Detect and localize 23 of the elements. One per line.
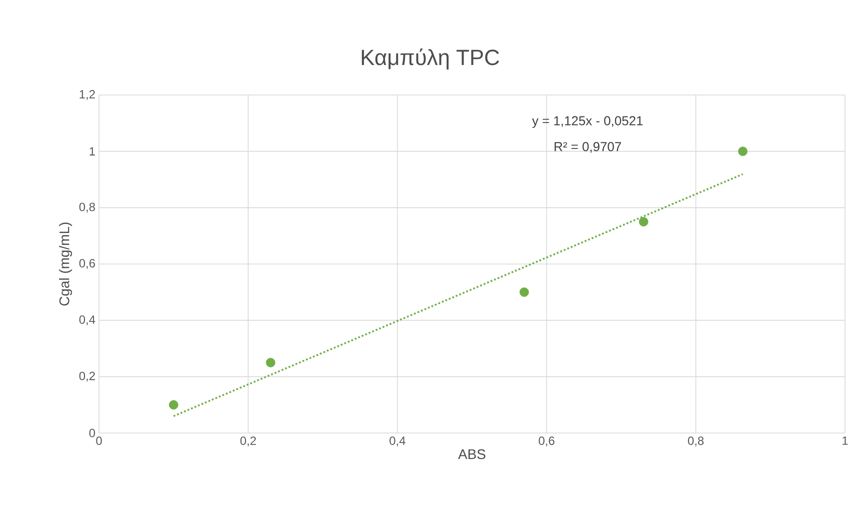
- x-tick-label: 1: [842, 436, 848, 445]
- y-tick-label: 0: [89, 428, 96, 438]
- point: [168, 400, 178, 410]
- x-tick-label: 0: [96, 436, 102, 445]
- point: [638, 217, 648, 226]
- x-tick-label: 0,6: [538, 436, 554, 446]
- y-tick-label: 0,2: [79, 372, 95, 382]
- x-tick-label: 0,4: [390, 436, 406, 446]
- x-tick-label: 0,8: [688, 436, 704, 446]
- y-tick-label: 1: [90, 147, 95, 156]
- y-tick-label: 0,4: [79, 315, 96, 326]
- y-tick-label: 0,8: [79, 202, 95, 213]
- annotation: y = 1,125x - 0,0521: [532, 116, 643, 128]
- chart-title: Καμπύλη TPC: [362, 48, 500, 70]
- y-axis-title: Cgal (mg/mL): [59, 222, 72, 306]
- y-tick-label: 0,6: [79, 259, 95, 269]
- annotation: R² = 0,9707: [554, 142, 621, 153]
- point: [520, 287, 529, 297]
- x-tick-label: 0,2: [240, 436, 256, 446]
- point: [266, 358, 276, 368]
- x-axis-title: ABS: [458, 449, 486, 460]
- point: [738, 146, 748, 156]
- y-tick-label: 1,2: [80, 90, 95, 100]
